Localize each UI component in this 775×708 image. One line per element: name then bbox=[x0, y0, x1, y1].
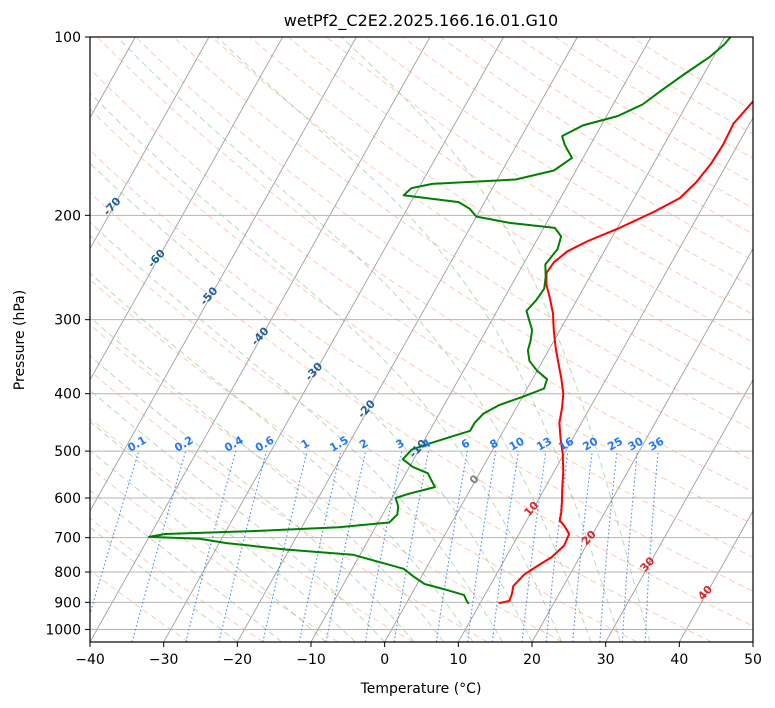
moist-adiabat bbox=[90, 162, 533, 642]
dry-adiabat bbox=[90, 370, 488, 642]
y-tick-label: 500 bbox=[54, 444, 81, 460]
dry-adiabat bbox=[90, 324, 563, 642]
y-tick-label: 800 bbox=[54, 565, 81, 581]
moist-adiabat bbox=[340, 37, 651, 642]
dry-adiabat bbox=[90, 149, 753, 592]
moist-adiabat bbox=[90, 272, 474, 642]
x-tick-label: 0 bbox=[380, 652, 389, 668]
mixing-ratio-line bbox=[262, 450, 308, 642]
x-tick-label: 20 bbox=[523, 652, 541, 668]
moist-adiabat bbox=[90, 92, 562, 642]
isotherm bbox=[531, 247, 753, 642]
mixing-ratio-line bbox=[491, 451, 520, 642]
y-tick-label: 200 bbox=[54, 208, 81, 224]
x-axis: −40 −30 −20 −10 0 10 20 30 40 50 bbox=[75, 642, 762, 668]
mixing-ratio-line bbox=[621, 451, 638, 642]
mixing-ratio-line bbox=[90, 450, 140, 616]
dry-adiabat bbox=[90, 68, 753, 525]
dry-adiabat bbox=[249, 37, 753, 372]
mixing-ratio-line bbox=[218, 450, 268, 642]
isotherm bbox=[605, 378, 753, 642]
mixing-ratio-line bbox=[466, 451, 497, 642]
moist-adiabat bbox=[90, 389, 386, 642]
background-lines bbox=[90, 37, 753, 642]
x-tick-label: −40 bbox=[75, 652, 105, 668]
isotherm bbox=[90, 37, 284, 381]
x-tick-label: 30 bbox=[597, 652, 615, 668]
isotherm bbox=[457, 116, 753, 642]
dry-adiabat bbox=[90, 191, 753, 627]
plot-frame bbox=[89, 36, 754, 643]
isotherm bbox=[90, 37, 431, 642]
y-axis-label: Pressure (hPa) bbox=[12, 290, 28, 390]
dry-adiabat bbox=[90, 234, 712, 642]
isotherm bbox=[90, 37, 357, 512]
mixing-ratio-line bbox=[435, 451, 468, 642]
y-tick-label: 100 bbox=[54, 30, 81, 46]
x-tick-label: 50 bbox=[744, 652, 762, 668]
x-tick-label: −20 bbox=[223, 652, 253, 668]
moist-adiabat bbox=[90, 449, 327, 642]
dry-adiabat bbox=[90, 467, 339, 642]
chart-title: wetPf2_C2E2.2025.166.16.01.G10 bbox=[284, 11, 558, 31]
mixing-ratio-line bbox=[572, 451, 593, 642]
dry-adiabat bbox=[135, 37, 753, 462]
x-tick-label: −10 bbox=[296, 652, 326, 668]
y-tick-label: 600 bbox=[54, 491, 81, 507]
x-tick-label: −30 bbox=[149, 652, 179, 668]
isotherm bbox=[310, 37, 652, 642]
y-tick-label: 900 bbox=[54, 595, 81, 611]
moist-adiabat bbox=[90, 316, 444, 642]
dry-adiabat bbox=[90, 108, 753, 558]
y-tick-label: 400 bbox=[54, 387, 81, 403]
isotherm bbox=[678, 509, 753, 642]
mixing-ratio-line bbox=[131, 450, 187, 642]
y-tick-label: 300 bbox=[54, 313, 81, 329]
y-tick-label: 700 bbox=[54, 531, 81, 547]
mixing-ratio-line bbox=[298, 450, 342, 642]
temperature-line bbox=[498, 99, 753, 605]
dry-adiabat bbox=[287, 37, 753, 343]
mixing-ratio-line bbox=[599, 451, 618, 642]
y-axis: 100 200 300 400 500 600 700 800 900 1000 bbox=[45, 30, 90, 638]
dry-adiabat bbox=[90, 517, 264, 642]
isotherm bbox=[90, 37, 210, 250]
profile-lines bbox=[148, 37, 753, 605]
mixing-ratio-line bbox=[185, 450, 237, 642]
x-tick-label: 10 bbox=[449, 652, 467, 668]
dry-adiabat bbox=[90, 278, 638, 642]
dry-adiabat bbox=[90, 569, 190, 642]
x-tick-label: 40 bbox=[670, 652, 688, 668]
dewpoint-line bbox=[148, 37, 732, 605]
moist-adiabat bbox=[90, 221, 503, 642]
moist-adiabat bbox=[216, 37, 621, 642]
dry-adiabat bbox=[97, 37, 753, 493]
moist-adiabat bbox=[116, 37, 592, 642]
mixing-ratio-line bbox=[521, 451, 547, 642]
x-axis-label: Temperature (°C) bbox=[360, 681, 482, 697]
y-tick-label: 1000 bbox=[45, 622, 81, 638]
moist-adiabat bbox=[90, 420, 356, 642]
isotherm bbox=[236, 37, 578, 642]
